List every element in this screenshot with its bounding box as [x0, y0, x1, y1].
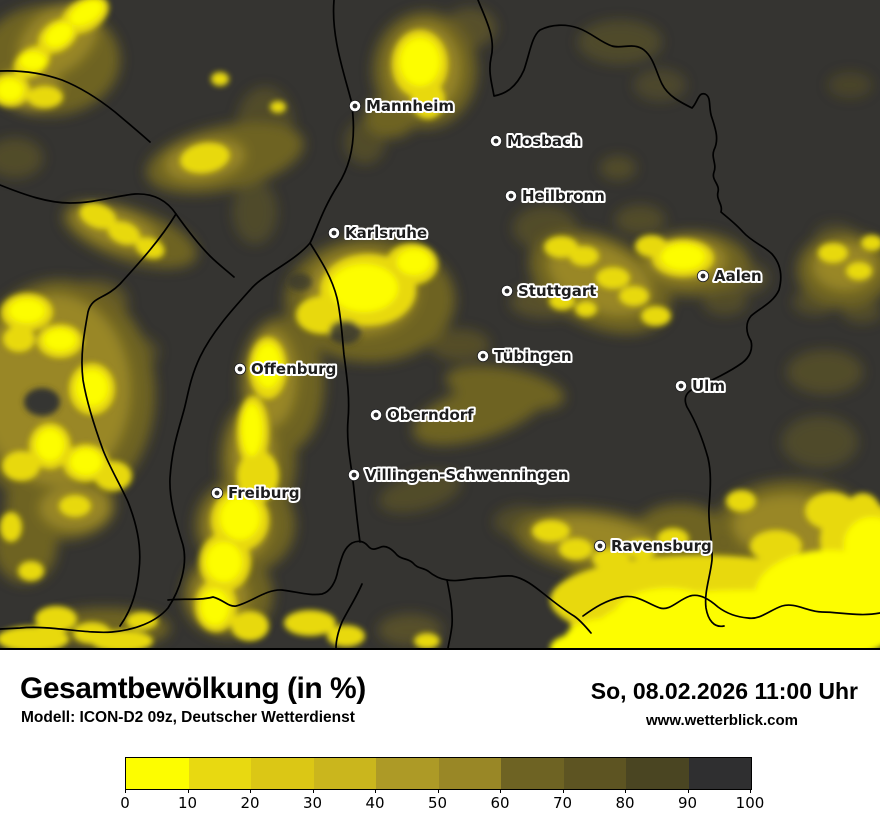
- city-marker-dot: [678, 383, 684, 389]
- city-heilbronn: Heilbronn: [504, 185, 607, 207]
- tick-label-40: 40: [365, 794, 385, 812]
- colorbar-cell-10-20: [188, 758, 251, 789]
- city-karlsruhe: Karlsruhe: [327, 222, 429, 244]
- city-label: Ulm: [692, 377, 725, 395]
- tick-mark-20: [250, 789, 251, 793]
- city-ravensburg: Ravensburg: [593, 535, 714, 557]
- cloud-cover-map: Mannheim Mosbach Heilbronn Karlsruhe Stuttga…: [0, 0, 880, 650]
- tick-label-30: 30: [302, 794, 323, 812]
- tick-label-50: 50: [427, 794, 448, 812]
- cloud-layer: [0, 0, 880, 648]
- city-marker-dot: [504, 288, 510, 294]
- city-t-bingen: Tübingen: [476, 345, 574, 367]
- map-footer: Gesamtbewölkung (in %) So, 08.02.2026 11…: [0, 650, 880, 830]
- colorbar-cell-50-60: [438, 758, 501, 789]
- city-mannheim: Mannheim: [348, 95, 456, 117]
- colorbar-cell-60-70: [501, 758, 564, 789]
- city-label: Heilbronn: [522, 187, 605, 205]
- city-ulm: Ulm: [674, 375, 727, 397]
- city-label: Oberndorf: [387, 406, 474, 424]
- city-marker-dot: [700, 273, 706, 279]
- tick-label-100: 100: [735, 794, 765, 812]
- city-label: Tübingen: [494, 347, 572, 365]
- city-marker-dot: [237, 366, 243, 372]
- city-label: Mannheim: [366, 97, 454, 115]
- city-label: Aalen: [714, 267, 762, 285]
- city-marker-dot: [352, 103, 358, 109]
- border-layer: [0, 0, 880, 648]
- tick-label-20: 20: [240, 794, 260, 812]
- city-label: Offenburg: [251, 360, 336, 378]
- colorbar-ticks: 0 10 20 30 40 50 60 70 80 90 100: [120, 788, 764, 814]
- tick-mark-30: [312, 789, 314, 793]
- cities-layer: Mannheim Mosbach Heilbronn Karlsruhe Stuttga…: [210, 95, 764, 557]
- tick-label-80: 80: [615, 794, 635, 812]
- city-label: Stuttgart: [518, 282, 596, 300]
- tick-mark-0: [125, 789, 126, 793]
- tick-mark-10: [187, 789, 189, 793]
- page-title: Gesamtbewölkung (in %): [20, 672, 366, 705]
- city-marker-dot: [373, 412, 379, 418]
- city-marker-dot: [480, 353, 486, 359]
- city-marker-dot: [331, 230, 337, 236]
- map-canvas: Mannheim Mosbach Heilbronn Karlsruhe Stuttga…: [0, 0, 880, 648]
- city-villingen-schwenningen: Villingen-Schwenningen: [347, 464, 571, 486]
- colorbar-cell-30-40: [313, 758, 376, 789]
- forecast-datetime: So, 08.02.2026 11:00 Uhr: [590, 678, 858, 704]
- tick-label-0: 0: [120, 794, 130, 812]
- city-label: Karlsruhe: [345, 224, 427, 242]
- tick-mark-70: [562, 789, 564, 793]
- city-label: Freiburg: [228, 484, 300, 502]
- colorbar-cell-0-10: [126, 758, 189, 789]
- website-url: www.wetterblick.com: [646, 712, 798, 729]
- colorbar-cell-20-30: [251, 758, 314, 789]
- city-freiburg: Freiburg: [210, 482, 302, 504]
- colorbar-cell-70-80: [563, 758, 626, 789]
- tick-mark-50: [437, 789, 439, 793]
- colorbar-cell-80-90: [626, 758, 689, 789]
- tick-mark-60: [500, 789, 501, 793]
- tick-label-10: 10: [177, 794, 198, 812]
- city-oberndorf: Oberndorf: [369, 404, 476, 426]
- model-info: Modell: ICON-D2 09z, Deutscher Wetterdie…: [21, 709, 355, 726]
- colorbar-cell-40-50: [376, 758, 439, 789]
- cloud-cover-colorbar: [125, 757, 752, 790]
- city-marker-dot: [493, 138, 499, 144]
- city-marker-dot: [351, 472, 357, 478]
- city-marker-dot: [508, 193, 514, 199]
- city-marker-dot: [597, 543, 603, 549]
- city-label: Villingen-Schwenningen: [365, 466, 569, 484]
- tick-label-70: 70: [552, 794, 573, 812]
- colorbar-cell-90-100: [688, 758, 751, 789]
- tick-mark-100: [750, 789, 751, 793]
- city-marker-dot: [214, 490, 220, 496]
- city-label: Ravensburg: [611, 537, 712, 555]
- tick-mark-80: [625, 789, 626, 793]
- tick-mark-40: [375, 789, 376, 793]
- city-offenburg: Offenburg: [233, 358, 338, 380]
- city-stuttgart: Stuttgart: [500, 280, 598, 302]
- tick-mark-90: [687, 789, 689, 793]
- city-mosbach: Mosbach: [489, 130, 584, 152]
- city-aalen: Aalen: [696, 265, 764, 287]
- tick-label-90: 90: [677, 794, 698, 812]
- tick-label-60: 60: [490, 794, 510, 812]
- city-label: Mosbach: [507, 132, 582, 150]
